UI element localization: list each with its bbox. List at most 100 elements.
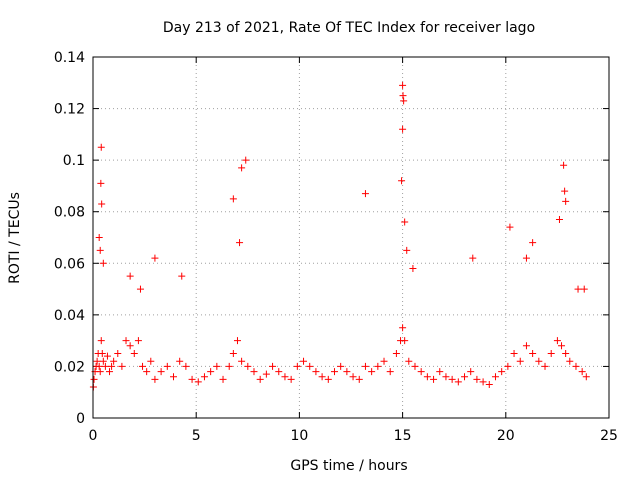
data-point <box>516 357 524 365</box>
data-point <box>555 215 563 223</box>
data-point <box>380 357 388 365</box>
data-point <box>522 342 530 350</box>
y-tick-label: 0.06 <box>54 256 85 272</box>
data-point <box>361 190 369 198</box>
data-point <box>361 362 369 370</box>
x-tick-label: 15 <box>394 428 412 444</box>
data-point <box>436 368 444 376</box>
y-tick-label: 0.1 <box>63 153 85 169</box>
data-point <box>188 375 196 383</box>
data-point <box>423 373 431 381</box>
data-point <box>399 125 407 133</box>
data-point <box>522 254 530 262</box>
data-point <box>108 362 116 370</box>
x-tick-label: 20 <box>497 428 515 444</box>
data-point <box>561 187 569 195</box>
data-point <box>178 272 186 280</box>
data-point <box>529 239 537 247</box>
data-point <box>448 375 456 383</box>
data-point <box>399 81 407 89</box>
data-point <box>213 362 221 370</box>
data-point <box>225 362 233 370</box>
data-point <box>176 357 184 365</box>
data-point <box>461 373 469 381</box>
data-point <box>134 337 142 345</box>
data-point <box>169 373 177 381</box>
data-point <box>566 357 574 365</box>
data-point <box>582 373 590 381</box>
data-point <box>275 368 283 376</box>
data-point <box>504 362 512 370</box>
data-point <box>400 97 408 105</box>
data-point <box>312 368 320 376</box>
x-tick-label: 25 <box>600 428 618 444</box>
y-tick-label: 0.12 <box>54 102 85 118</box>
plot-frame <box>92 56 610 419</box>
x-tick-label: 0 <box>89 428 98 444</box>
data-point <box>386 368 394 376</box>
data-point <box>330 368 338 376</box>
data-point <box>337 362 345 370</box>
data-point <box>562 350 570 358</box>
data-point <box>541 362 549 370</box>
data-point <box>262 370 270 378</box>
data-point <box>95 362 103 370</box>
y-tick-labels: 0 0.02 0.04 0.06 0.08 0.1 0.12 0.14 <box>54 50 85 427</box>
data-point <box>95 234 103 241</box>
data-point <box>281 373 289 381</box>
data-point <box>498 368 506 376</box>
data-point <box>194 378 202 386</box>
data-point <box>238 357 246 365</box>
data-point <box>130 350 138 358</box>
data-point <box>491 373 499 381</box>
data-point <box>122 337 130 345</box>
data-point <box>401 218 409 226</box>
data-point <box>560 161 568 169</box>
data-point <box>98 200 106 208</box>
data-point <box>529 350 537 358</box>
data-point <box>574 285 582 293</box>
y-tick-label: 0.04 <box>54 308 85 324</box>
data-point <box>293 362 301 370</box>
data-point <box>401 337 409 345</box>
y-tick-label: 0.14 <box>54 50 85 66</box>
y-tick-label: 0.08 <box>54 205 85 221</box>
data-point <box>506 223 514 231</box>
data-point <box>368 368 376 376</box>
data-point <box>229 195 237 203</box>
data-point <box>553 337 561 345</box>
data-point <box>349 373 357 381</box>
data-point <box>256 375 264 383</box>
data-point <box>97 179 105 187</box>
x-tick-label: 5 <box>192 428 201 444</box>
data-point <box>126 342 134 350</box>
grid-lines <box>93 57 609 418</box>
data-point <box>114 350 122 358</box>
data-point <box>469 254 477 262</box>
data-point <box>238 164 246 172</box>
data-point <box>110 357 118 365</box>
data-point <box>242 156 250 164</box>
data-point <box>93 357 101 365</box>
data-point <box>454 378 462 386</box>
data-point <box>143 368 151 376</box>
data-point <box>157 368 165 376</box>
data-point <box>392 350 400 358</box>
data-point <box>306 362 314 370</box>
data-point <box>324 375 332 383</box>
data-point <box>126 272 134 280</box>
data-point <box>572 362 580 370</box>
data-point <box>479 378 487 386</box>
data-point <box>139 362 147 370</box>
data-point <box>417 368 425 376</box>
data-point <box>562 197 570 205</box>
data-point <box>403 246 411 254</box>
data-point <box>90 375 98 383</box>
data-point <box>399 324 407 332</box>
data-point <box>244 362 252 370</box>
data-point <box>106 368 114 376</box>
data-point <box>200 373 208 381</box>
data-point <box>229 350 237 358</box>
